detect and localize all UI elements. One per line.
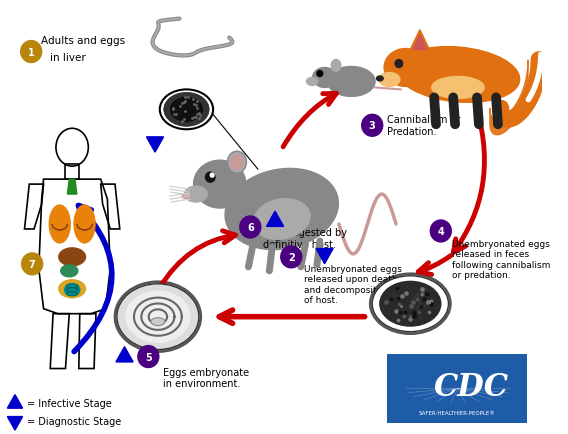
Ellipse shape — [384, 49, 427, 87]
Text: 2: 2 — [288, 252, 295, 262]
Circle shape — [206, 173, 215, 183]
Ellipse shape — [185, 187, 207, 203]
Ellipse shape — [327, 67, 375, 97]
Ellipse shape — [170, 98, 202, 122]
Ellipse shape — [115, 282, 201, 352]
Circle shape — [20, 42, 41, 63]
Ellipse shape — [182, 194, 189, 199]
Ellipse shape — [396, 47, 520, 103]
Text: = Diagnostic Stage: = Diagnostic Stage — [27, 416, 122, 426]
Circle shape — [317, 71, 323, 77]
Ellipse shape — [312, 68, 336, 88]
Polygon shape — [116, 347, 133, 362]
Text: 6: 6 — [247, 223, 254, 233]
Circle shape — [240, 217, 261, 238]
Text: 4: 4 — [437, 227, 444, 237]
Ellipse shape — [379, 73, 400, 87]
Text: in liver: in liver — [50, 53, 86, 62]
Text: Unembryonated eggs
released upon death
and decomposition
of host.: Unembryonated eggs released upon death a… — [304, 264, 402, 304]
Ellipse shape — [59, 280, 85, 298]
Ellipse shape — [377, 77, 383, 82]
Text: 7: 7 — [29, 259, 36, 269]
Ellipse shape — [49, 206, 70, 243]
Polygon shape — [7, 417, 23, 430]
Circle shape — [138, 346, 159, 368]
Ellipse shape — [225, 169, 339, 250]
Ellipse shape — [372, 276, 448, 332]
Ellipse shape — [253, 199, 310, 240]
Ellipse shape — [74, 206, 95, 243]
Circle shape — [362, 115, 383, 137]
Ellipse shape — [231, 156, 243, 170]
Circle shape — [281, 247, 302, 268]
Ellipse shape — [331, 60, 341, 72]
Polygon shape — [413, 36, 427, 50]
Ellipse shape — [160, 90, 213, 130]
Ellipse shape — [380, 282, 441, 326]
Ellipse shape — [65, 284, 80, 296]
Text: 3: 3 — [369, 121, 375, 131]
Ellipse shape — [126, 292, 190, 342]
Text: Unembryonated eggs
released in feces
following cannibalism
or predation.: Unembryonated eggs released in feces fol… — [452, 240, 550, 279]
Ellipse shape — [194, 161, 246, 209]
Text: 1: 1 — [28, 47, 35, 57]
Ellipse shape — [307, 78, 318, 86]
Ellipse shape — [117, 284, 199, 350]
Text: Eggs embryonate
in environment.: Eggs embryonate in environment. — [162, 367, 249, 388]
Text: Cannibalism or
Predation.: Cannibalism or Predation. — [387, 115, 461, 137]
Polygon shape — [147, 138, 164, 153]
Circle shape — [395, 60, 403, 68]
Polygon shape — [7, 395, 23, 408]
Circle shape — [22, 253, 43, 275]
Circle shape — [431, 220, 452, 242]
Text: CDC: CDC — [434, 371, 509, 402]
Polygon shape — [68, 180, 77, 194]
FancyBboxPatch shape — [386, 354, 528, 423]
Ellipse shape — [151, 318, 165, 326]
Circle shape — [210, 174, 214, 178]
Ellipse shape — [227, 152, 247, 174]
Text: Adults and eggs: Adults and eggs — [41, 36, 125, 46]
Polygon shape — [410, 30, 429, 50]
Ellipse shape — [432, 77, 484, 99]
Text: 5: 5 — [145, 352, 152, 362]
Text: SAFER·HEALTHIER·PEOPLE®: SAFER·HEALTHIER·PEOPLE® — [419, 410, 495, 415]
Ellipse shape — [61, 265, 78, 277]
Ellipse shape — [164, 93, 209, 127]
Polygon shape — [316, 249, 333, 264]
Text: = Infective Stage: = Infective Stage — [27, 398, 112, 408]
Ellipse shape — [59, 248, 85, 266]
Text: Eggs ingested by
definitive host.: Eggs ingested by definitive host. — [262, 227, 346, 249]
Ellipse shape — [370, 274, 450, 334]
Polygon shape — [266, 212, 283, 227]
